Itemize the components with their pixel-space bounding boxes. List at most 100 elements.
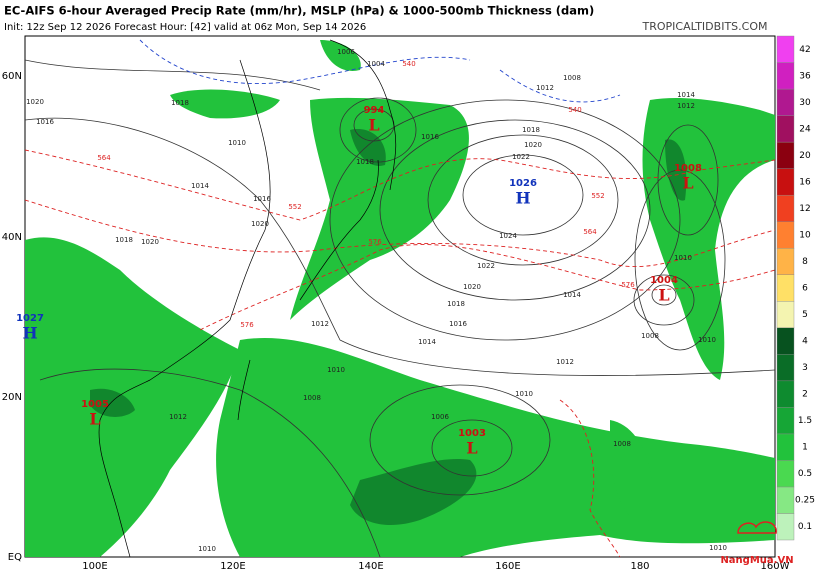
- colorbar-swatch: [776, 486, 795, 514]
- lat-label: 20N: [2, 392, 22, 403]
- colorbar-label: 0.5: [798, 469, 812, 479]
- isobar-label: 1016: [449, 320, 467, 328]
- colorbar-label: 1.5: [798, 416, 812, 426]
- colorbar-swatch: [776, 248, 795, 275]
- isobar-label: 1018: [447, 300, 465, 308]
- isobar-label: 1020: [26, 98, 44, 106]
- colorbar: 0.1 0.25 0.5 1 1.5 2 3 4 5 6 8 10 12 16 20 24 30 36 42: [776, 35, 815, 541]
- colorbar-swatch: [776, 62, 795, 90]
- lon-labels: 100E 120E 140E 160E 180 160W: [82, 561, 789, 572]
- isobar-label: 1008: [303, 394, 321, 402]
- thickness-label: 552: [288, 203, 301, 211]
- thickness-label: 564: [97, 154, 111, 162]
- brand: TROPICALTIDBITS.COM: [642, 20, 768, 33]
- lat-label: 40N: [2, 232, 22, 243]
- isobar-label: 1012: [677, 102, 695, 110]
- thickness-label: 564: [583, 228, 597, 236]
- pressure-letter: L: [658, 286, 669, 305]
- isobar-label: 1006: [337, 48, 355, 56]
- isobar-label: 1018: [115, 236, 133, 244]
- lon-label: 120E: [220, 561, 245, 572]
- isobar-label: 1010: [228, 139, 246, 147]
- subtitle: Init: 12z Sep 12 2026 Forecast Hour: [42…: [4, 22, 366, 33]
- isobar-label: 1012: [536, 84, 554, 92]
- isobar-label: 1014: [677, 91, 695, 99]
- thickness-label: 576: [368, 238, 382, 246]
- colorbar-label: 36: [799, 71, 811, 81]
- colorbar-label: 4: [802, 337, 808, 347]
- isobar-label: 1010: [515, 390, 533, 398]
- isobar-label: 1018: [522, 126, 540, 134]
- colorbar-swatch: [776, 88, 795, 116]
- isobar-label: 1022: [512, 153, 530, 161]
- isobar-label: 1014: [191, 182, 209, 190]
- lon-label: 160E: [495, 561, 520, 572]
- isobar-label: 1012: [556, 358, 574, 366]
- pressure-letter: L: [466, 439, 477, 458]
- pressure-value: 1003: [458, 428, 486, 439]
- isobar-label: 1006: [431, 413, 449, 421]
- pressure-value: 1008: [674, 163, 702, 174]
- pressure-value: 1026: [509, 178, 537, 189]
- colorbar-swatch: [776, 168, 795, 196]
- isobar-label: 1016: [36, 118, 54, 126]
- lat-label: 60N: [2, 71, 22, 82]
- isobar-label: 1020: [463, 283, 481, 291]
- thickness-labels: 540 540 552 564 576 564 552 576 576: [97, 60, 635, 329]
- colorbar-swatch: [776, 460, 795, 488]
- colorbar-swatch: [776, 327, 795, 355]
- pressure-letter: H: [22, 324, 37, 343]
- isobar-label: 1018: [171, 99, 189, 107]
- isobar-label: 1020: [141, 238, 159, 246]
- isobar-label: 1020: [524, 141, 542, 149]
- pressure-letter: L: [682, 174, 693, 193]
- isobar-label: 1018: [356, 158, 374, 166]
- thickness-lines: [25, 149, 775, 557]
- thickness-label: 576: [240, 321, 254, 329]
- isobar-label: 1010: [674, 254, 692, 262]
- isobar-label: 1008: [563, 74, 581, 82]
- isobar-label: 1010: [198, 545, 216, 553]
- colorbar-swatch: [776, 221, 795, 249]
- colorbar-label: 0.25: [795, 496, 815, 506]
- colorbar-label: 10: [799, 230, 811, 240]
- isobar-label: 1012: [169, 413, 187, 421]
- map-layers: [25, 39, 775, 557]
- colorbar-label: 6: [802, 284, 808, 294]
- colorbar-label: 42: [799, 45, 810, 55]
- coastlines: [98, 39, 397, 557]
- lon-label: 140E: [358, 561, 383, 572]
- pressure-value: 1004: [650, 275, 678, 286]
- colorbar-swatch: [776, 115, 795, 143]
- colorbar-label: 3: [802, 363, 808, 373]
- lon-label: 180: [630, 561, 649, 572]
- colorbar-swatch: [776, 354, 795, 382]
- colorbar-label: 20: [799, 151, 811, 161]
- isobar-labels: 1006 1004 1008 1012 1020 1018 1016 1010 1014 1016…: [26, 48, 727, 553]
- colorbar-label: 5: [802, 310, 808, 320]
- isobar-label: 1014: [418, 338, 436, 346]
- colorbar-swatch: [776, 301, 795, 328]
- isobar-label: 1008: [641, 332, 659, 340]
- isobar-label: 1010: [698, 336, 716, 344]
- lon-label: 160W: [761, 561, 790, 572]
- watermark-group: NangMua.VN: [720, 521, 794, 566]
- colorbar-swatch: [776, 407, 795, 435]
- isobar-label: 1024: [499, 232, 517, 240]
- colorbar-swatch: [776, 274, 795, 302]
- colorbar-label: 24: [799, 124, 811, 134]
- colorbar-swatch: [776, 433, 795, 461]
- title: EC-AIFS 6-hour Averaged Precip Rate (mm/…: [4, 4, 594, 18]
- thickness-540: [139, 39, 621, 103]
- colorbar-label: 0.1: [798, 522, 812, 532]
- isobar-label: 1010: [709, 544, 727, 552]
- pressure-value: 1005: [81, 399, 109, 410]
- colorbar-swatch: [776, 35, 795, 63]
- colorbar-label: 8: [802, 257, 808, 267]
- isobar-label: 1014: [563, 291, 581, 299]
- watermark: NangMua.VN: [720, 555, 793, 566]
- pressure-letter: L: [89, 410, 100, 429]
- thickness-label: 552: [591, 192, 604, 200]
- colorbar-label: 12: [799, 204, 810, 214]
